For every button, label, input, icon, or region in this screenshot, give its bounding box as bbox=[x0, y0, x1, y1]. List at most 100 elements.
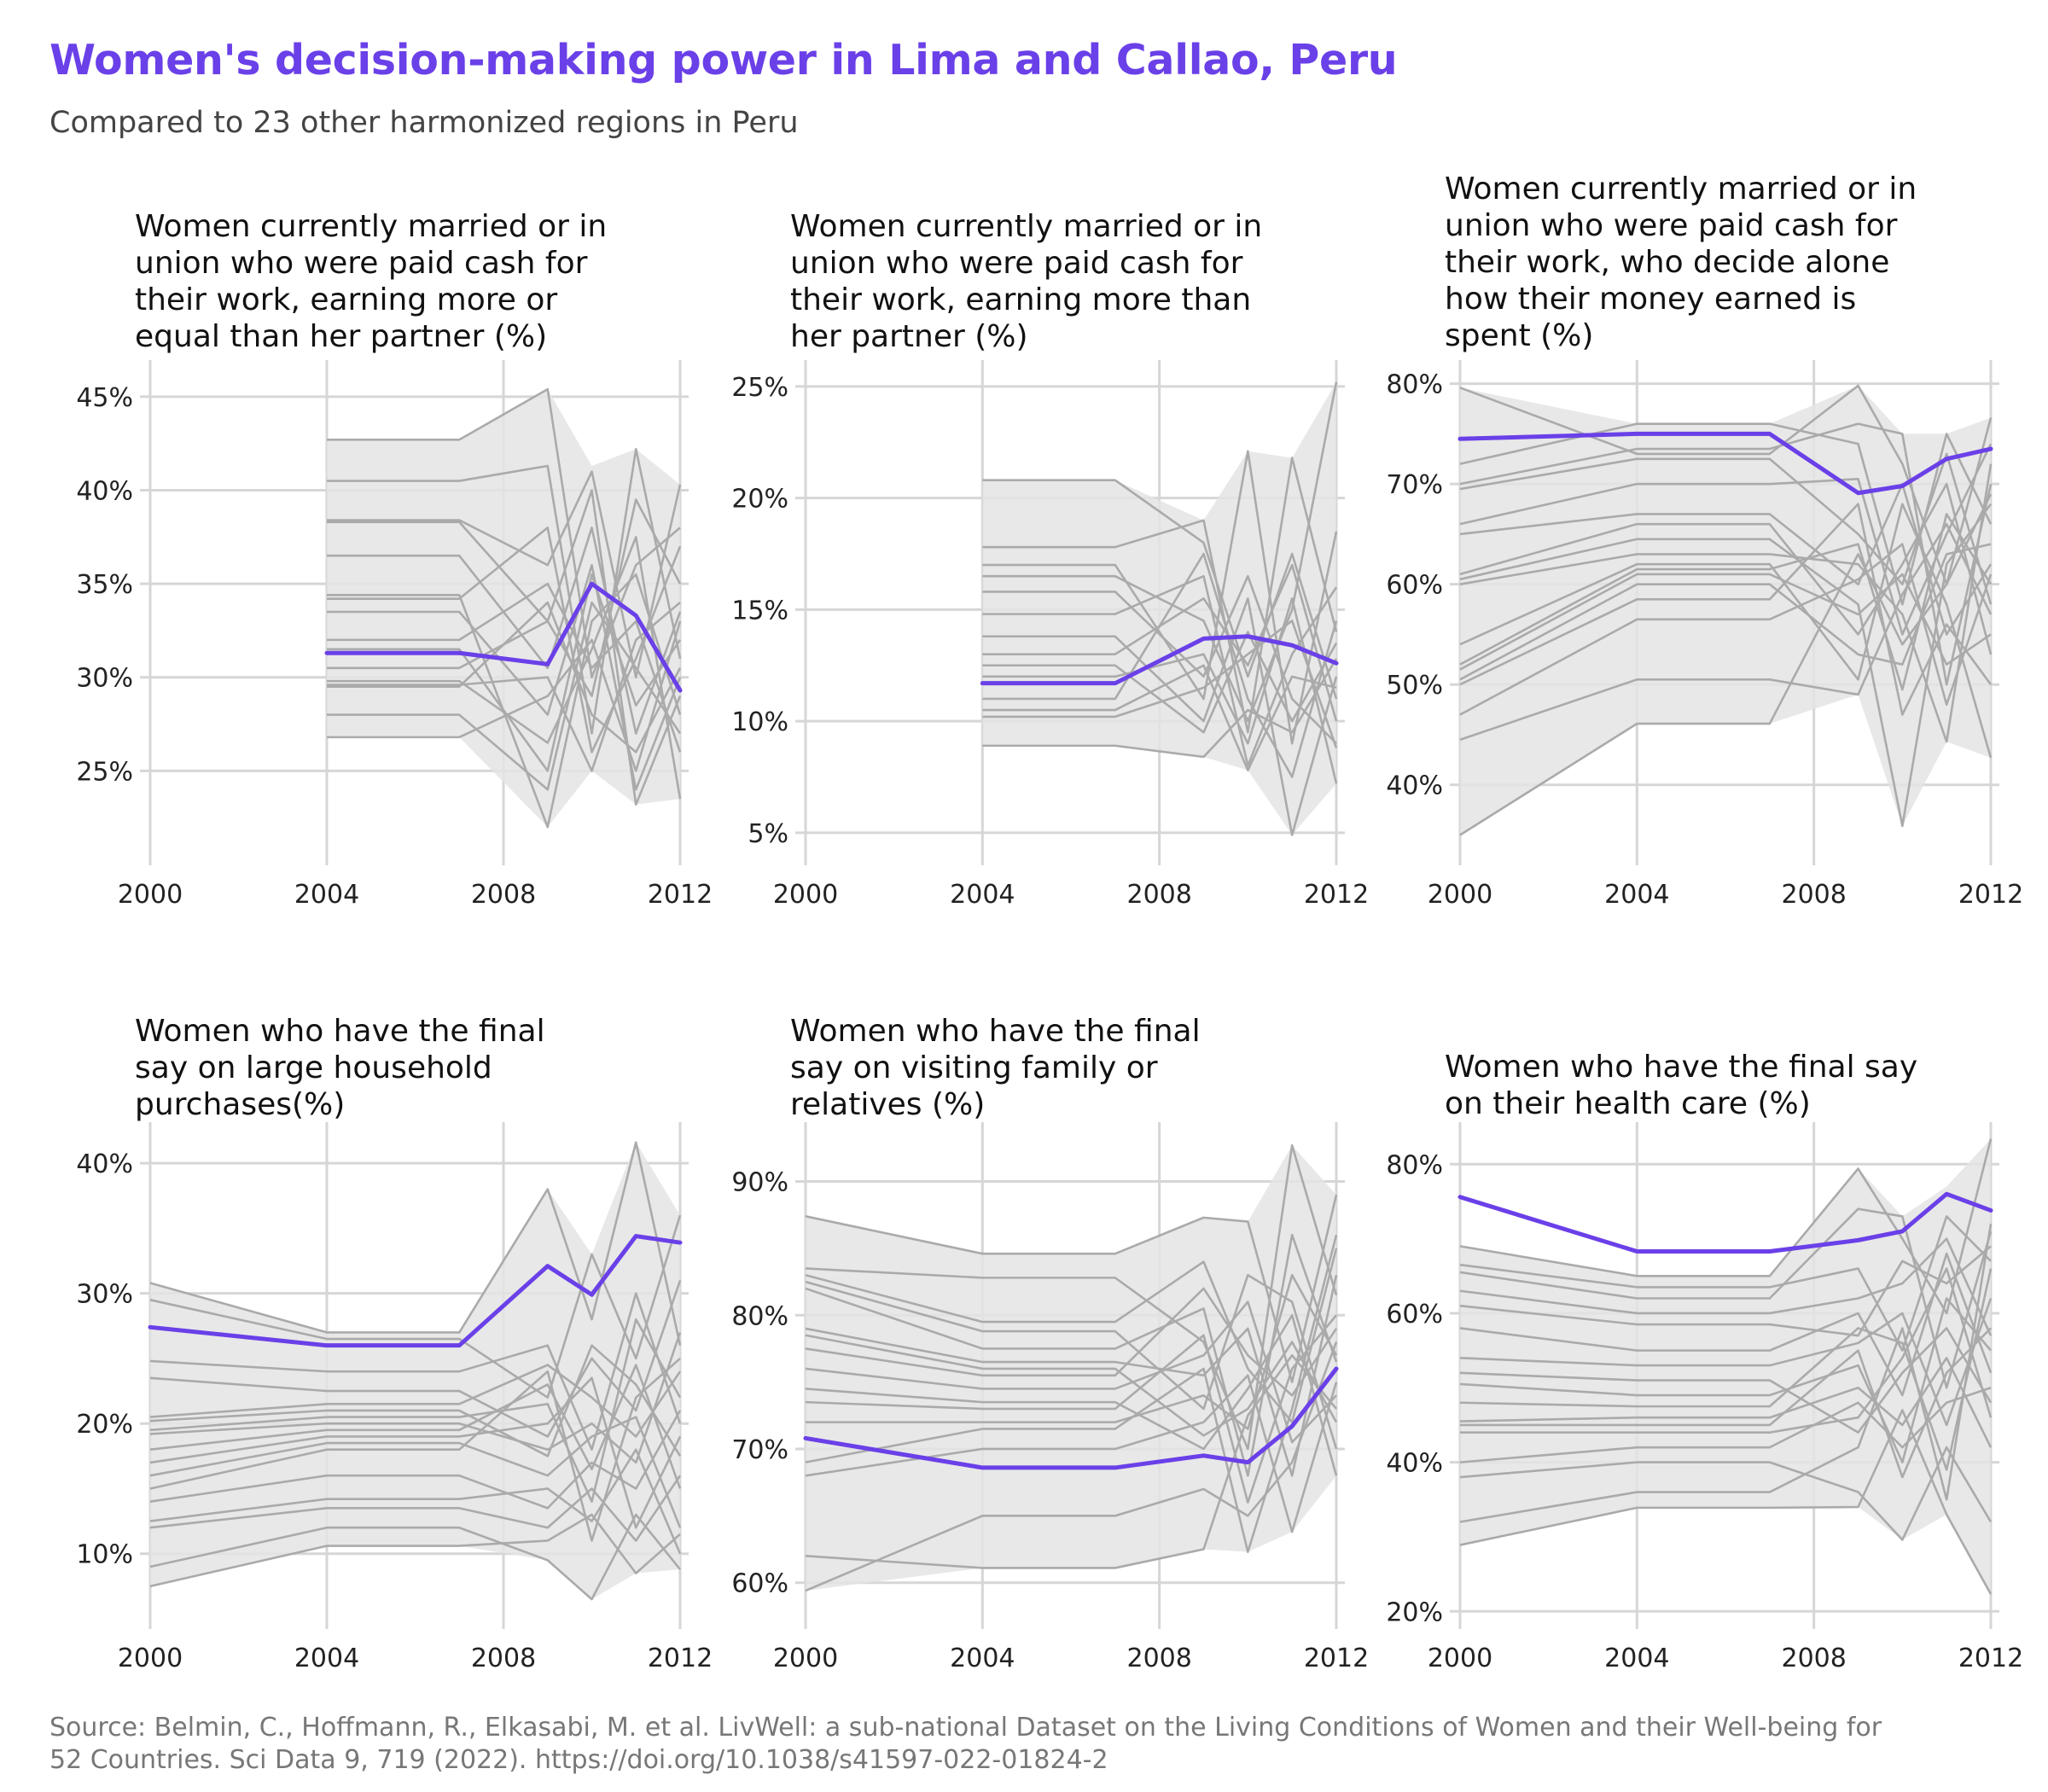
x-tick-label: 2012 bbox=[1304, 1644, 1369, 1673]
region-line bbox=[805, 1143, 1338, 1451]
region-line bbox=[1460, 1327, 1992, 1479]
region-line bbox=[1459, 1409, 1993, 1595]
region-line bbox=[805, 1300, 1337, 1444]
y-tick-label: 80% bbox=[731, 1301, 788, 1331]
y-tick-label: 25% bbox=[731, 373, 788, 403]
region-line bbox=[1459, 573, 1992, 671]
region-line bbox=[1459, 1252, 1993, 1397]
panel-title-line: Women currently married or in bbox=[135, 209, 607, 244]
region-line bbox=[805, 1194, 1338, 1383]
panel-title-line: her partner (%) bbox=[790, 319, 1028, 354]
page-subtitle: Compared to 23 other harmonized regions … bbox=[49, 106, 799, 140]
panel-title-line: Women who have the final bbox=[135, 1014, 545, 1049]
y-tick-label: 30% bbox=[76, 1280, 133, 1310]
panel-title-line: say on large household bbox=[135, 1050, 492, 1085]
y-tick-label: 80% bbox=[1386, 1150, 1443, 1180]
region-line bbox=[149, 1410, 682, 1510]
panel-title-line: spent (%) bbox=[1445, 318, 1593, 353]
source-note: Source: Belmin, C., Hoffmann, R., Elkasa… bbox=[49, 1713, 1882, 1775]
panel-title-line: purchases(%) bbox=[135, 1087, 345, 1122]
y-tick-label: 70% bbox=[1386, 470, 1443, 500]
region-line bbox=[805, 1374, 1338, 1533]
region-line bbox=[149, 1513, 682, 1601]
region-line bbox=[149, 1376, 682, 1529]
region-line bbox=[805, 1274, 1338, 1477]
panel-title-line: union who were paid cash for bbox=[790, 246, 1243, 281]
y-tick-label: 20% bbox=[76, 1410, 133, 1440]
region-line bbox=[1459, 1268, 1993, 1471]
region-line bbox=[982, 620, 1338, 748]
region-line bbox=[1459, 1357, 1993, 1448]
region-line bbox=[149, 1292, 682, 1452]
panel-title-line: their work, who decide alone bbox=[1445, 245, 1889, 280]
highlight-line-lima-callao bbox=[148, 1234, 683, 1348]
region-line bbox=[149, 1475, 682, 1542]
highlight-line-lima-callao bbox=[1457, 431, 1993, 496]
region-line bbox=[982, 658, 1338, 759]
panel-title-line: relatives (%) bbox=[790, 1087, 985, 1122]
panel-title-line: equal than her partner (%) bbox=[135, 319, 547, 354]
region-line bbox=[1459, 463, 1993, 743]
y-tick-label: 20% bbox=[731, 485, 788, 515]
range-band bbox=[1460, 1138, 1991, 1595]
other-regions bbox=[1459, 1138, 1993, 1595]
y-grid: 5% 10% 15% 20% 25% bbox=[731, 373, 1345, 849]
y-tick-label: 5% bbox=[748, 819, 788, 849]
region-line bbox=[1459, 1327, 1993, 1434]
panel-title-line: Women who have the final say bbox=[1445, 1050, 1917, 1085]
page-title: Women's decision-making power in Lima an… bbox=[49, 36, 1398, 84]
region-line bbox=[149, 1344, 682, 1457]
panel-title-line: their work, earning more than bbox=[790, 282, 1251, 317]
region-line bbox=[1459, 1207, 1993, 1389]
range-band bbox=[1460, 385, 1991, 835]
region-line bbox=[149, 1318, 682, 1504]
region-line bbox=[1459, 1223, 1993, 1523]
y-tick-label: 70% bbox=[731, 1435, 788, 1465]
y-tick-label: 60% bbox=[731, 1569, 788, 1599]
region-line bbox=[1459, 1215, 1992, 1352]
region-line bbox=[1459, 1237, 1993, 1336]
region-line bbox=[1459, 1245, 1992, 1337]
x-grid: 2000 2004 2008 2012 bbox=[1428, 1122, 2023, 1673]
region-line bbox=[327, 602, 681, 772]
region-line bbox=[149, 1513, 681, 1588]
region-line bbox=[805, 1313, 1338, 1476]
other-regions bbox=[1459, 384, 1993, 836]
region-line bbox=[149, 1364, 682, 1489]
region-line bbox=[805, 1334, 1338, 1437]
region-line bbox=[149, 1448, 682, 1555]
x-tick-label: 2012 bbox=[648, 1644, 713, 1673]
panel-title: Women who have the final say on large hou… bbox=[135, 1014, 545, 1122]
y-tick-label: 40% bbox=[76, 1149, 133, 1179]
y-tick-label: 35% bbox=[76, 570, 133, 600]
x-tick-label: 2000 bbox=[773, 880, 838, 910]
region-line bbox=[1459, 503, 1993, 828]
region-line bbox=[1459, 543, 1992, 681]
region-line bbox=[805, 1353, 1338, 1569]
region-line bbox=[327, 563, 682, 791]
x-tick-label: 2012 bbox=[1304, 880, 1369, 910]
panel-title-line: say on visiting family or bbox=[790, 1050, 1158, 1085]
region-line bbox=[805, 1314, 1338, 1504]
region-line bbox=[982, 597, 1338, 784]
y-tick-label: 25% bbox=[76, 757, 133, 787]
y-tick-label: 40% bbox=[1386, 771, 1443, 801]
y-tick-label: 20% bbox=[1386, 1597, 1443, 1627]
region-line bbox=[1459, 1297, 1992, 1463]
region-line bbox=[149, 1357, 681, 1542]
highlight-line-lima-callao bbox=[1457, 1191, 1993, 1254]
x-tick-label: 2000 bbox=[118, 1644, 183, 1673]
region-line bbox=[327, 527, 682, 735]
region-line bbox=[982, 552, 1338, 778]
panel-title-line: Women who have the final bbox=[790, 1014, 1201, 1049]
region-line bbox=[806, 1273, 1338, 1430]
x-tick-label: 2008 bbox=[471, 880, 536, 910]
x-tick-label: 2008 bbox=[1126, 880, 1191, 910]
region-line bbox=[149, 1332, 682, 1464]
region-line bbox=[327, 620, 682, 772]
region-line bbox=[1459, 482, 1993, 655]
x-tick-label: 2004 bbox=[294, 1644, 359, 1673]
x-tick-label: 2000 bbox=[1428, 1644, 1492, 1673]
region-line bbox=[1459, 503, 1993, 716]
x-tick-label: 2008 bbox=[1126, 1644, 1191, 1673]
